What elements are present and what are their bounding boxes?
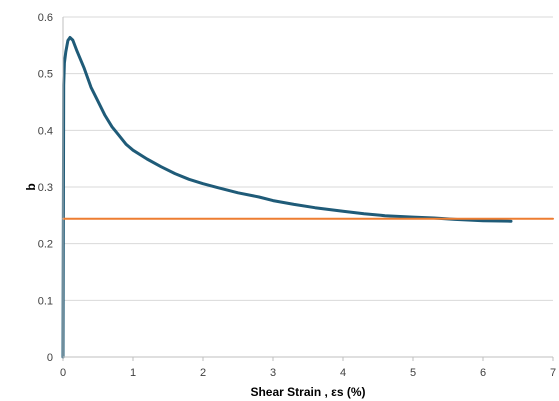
y-tick-label: 0.3 — [38, 182, 53, 194]
x-tick-label: 4 — [340, 367, 346, 379]
plot-area — [61, 36, 554, 359]
y-axis-ticks: 0 0.1 0.2 0.3 0.4 0.5 0.6 — [38, 12, 53, 364]
x-tick-label: 6 — [480, 367, 486, 379]
y-tick-label: 0 — [47, 352, 53, 364]
x-axis-title: Shear Strain , εs (%) — [250, 385, 365, 399]
x-tick-label: 0 — [60, 367, 66, 379]
y-tick-label: 0.4 — [38, 125, 53, 137]
gridlines — [63, 16, 553, 301]
x-tick-label: 2 — [200, 367, 206, 379]
x-tick-label: 1 — [130, 367, 136, 379]
y-tick-label: 0.6 — [38, 12, 53, 24]
x-tick-label: 5 — [410, 367, 416, 379]
x-tick-label: 7 — [550, 367, 556, 379]
x-axis-ticks: 0 1 2 3 4 5 6 7 — [60, 357, 556, 379]
y-axis-title: b — [24, 183, 38, 190]
series-line-b — [61, 36, 513, 359]
y-tick-label: 0.5 — [38, 69, 53, 81]
axes — [62, 17, 553, 358]
x-tick-label: 3 — [270, 367, 276, 379]
y-tick-label: 0.2 — [38, 239, 53, 251]
y-tick-label: 0.1 — [38, 295, 53, 307]
